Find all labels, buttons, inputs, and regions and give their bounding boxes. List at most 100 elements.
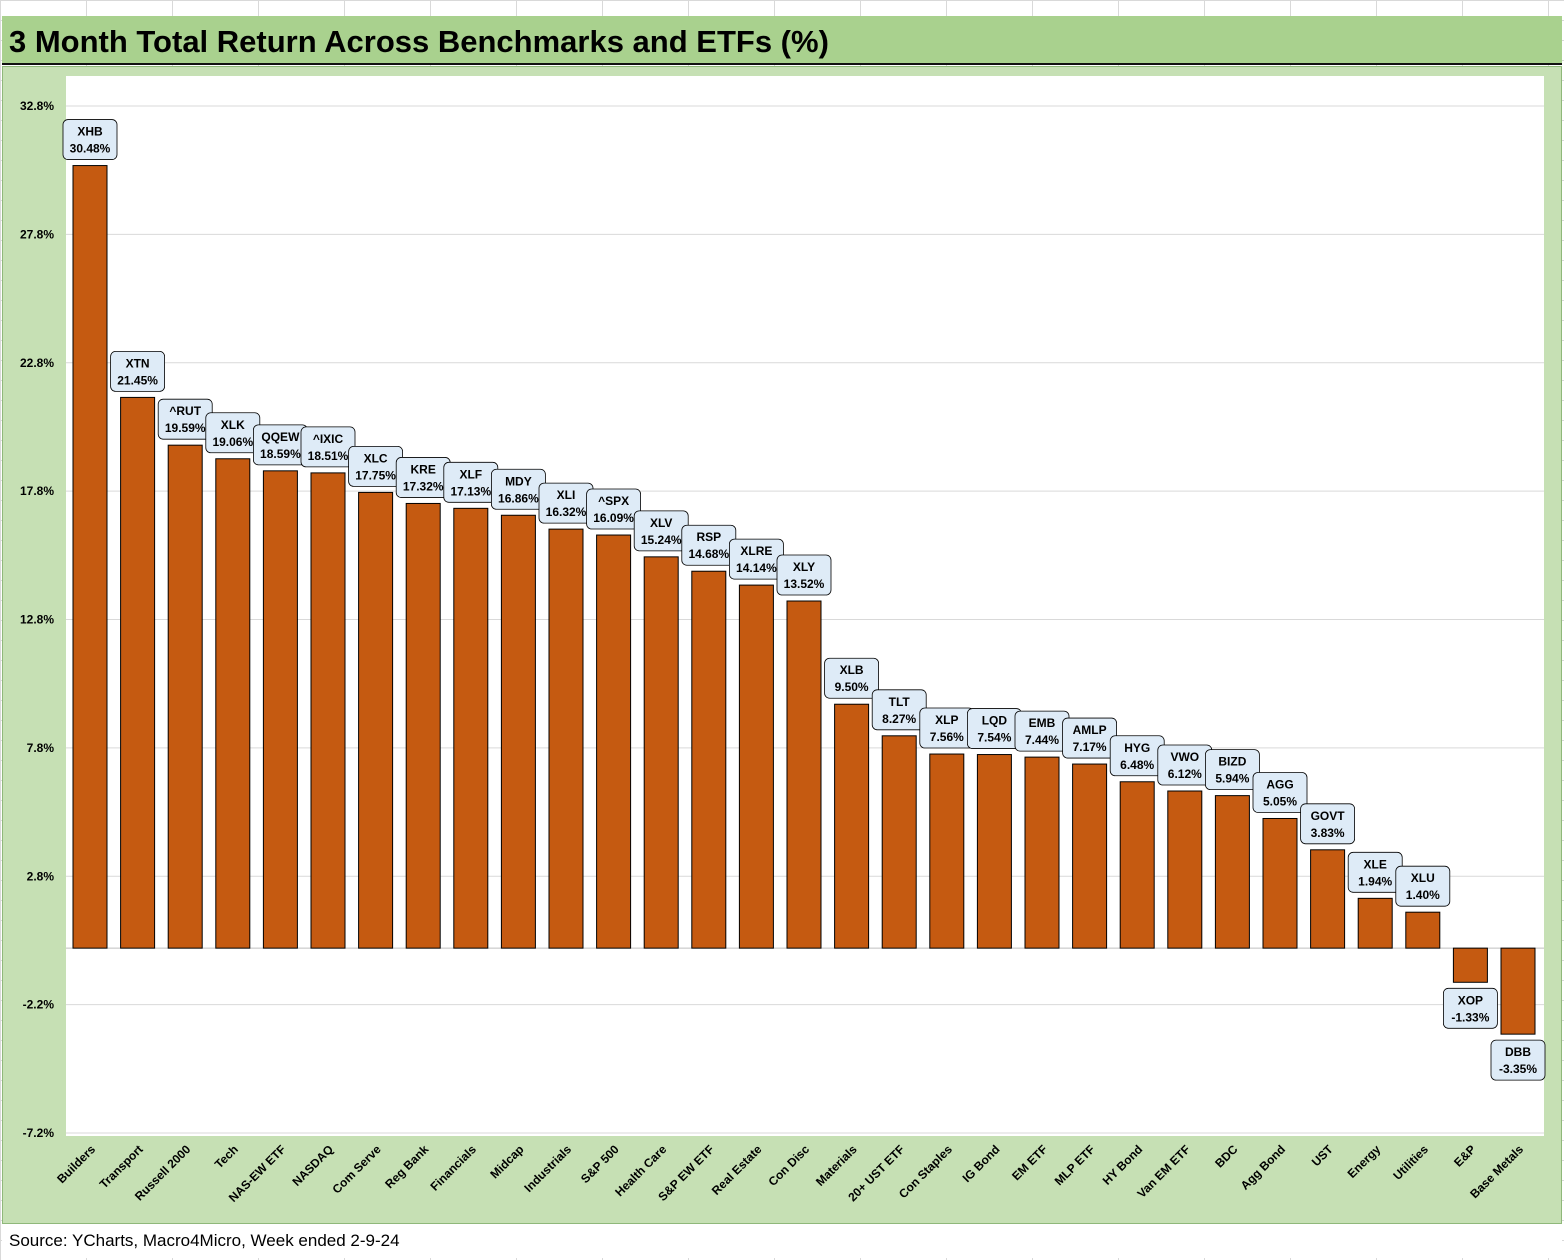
bar (1405, 911, 1441, 949)
data-label-box (824, 657, 879, 699)
x-category-label: Financials (428, 1142, 480, 1194)
data-label-value: 9.50% (835, 680, 869, 694)
bar (738, 584, 774, 949)
bar (1167, 790, 1203, 949)
x-category-label: Con Disc (765, 1142, 812, 1189)
x-category-label: Utilities (1390, 1142, 1431, 1183)
x-category-label: S&P 500 (578, 1142, 622, 1186)
x-category-label: BDC (1212, 1142, 1241, 1171)
data-label-ticker: XLE (1364, 857, 1387, 871)
data-label-ticker: XHB (77, 125, 103, 139)
bar (834, 703, 870, 949)
data-label-value: 5.94% (1215, 772, 1249, 786)
data-label-box (1490, 1039, 1546, 1081)
y-tick-label: 17.8% (20, 484, 54, 498)
bar (1214, 795, 1250, 949)
data-label-ticker: XLF (459, 467, 482, 481)
data-label-value: 3.83% (1311, 826, 1345, 840)
data-label-value: 17.32% (403, 479, 444, 493)
bar (262, 470, 298, 949)
data-label-ticker: XLY (793, 560, 815, 574)
data-label-ticker: XLB (840, 663, 864, 677)
data-label-box (1443, 987, 1498, 1029)
bar (72, 165, 108, 949)
x-category-label: UST (1309, 1142, 1336, 1169)
data-label-value: 1.94% (1358, 874, 1392, 888)
x-category-label: Reg Bank (382, 1142, 431, 1191)
data-label-value: 21.45% (117, 373, 158, 387)
x-category-label: Materials (813, 1142, 860, 1189)
data-label-value: 7.44% (1025, 733, 1059, 747)
bar (929, 753, 965, 949)
bar (310, 472, 346, 949)
data-label-box (1395, 865, 1451, 907)
bar (405, 502, 441, 949)
data-label-value: 6.12% (1168, 767, 1202, 781)
x-category-label: Midcap (487, 1142, 526, 1181)
data-label-ticker: BIZD (1218, 755, 1246, 769)
data-label-ticker: XLRE (740, 544, 772, 558)
bar (881, 735, 917, 949)
data-label-value: 19.06% (212, 435, 253, 449)
x-category-label: Energy (1345, 1142, 1384, 1181)
data-label-ticker: XLV (650, 516, 672, 530)
bar (643, 556, 679, 949)
x-category-label: NASDAQ (289, 1142, 336, 1189)
data-label-value: -3.35% (1499, 1062, 1537, 1076)
data-label-value: 7.17% (1073, 740, 1107, 754)
y-tick-label: 22.8% (20, 356, 54, 370)
y-tick-label: -7.2% (23, 1126, 55, 1140)
chart-title: 3 Month Total Return Across Benchmarks a… (9, 24, 829, 59)
data-label-ticker: AMLP (1073, 723, 1107, 737)
x-category-label: Builders (54, 1142, 98, 1186)
x-category-label: Agg Bond (1238, 1142, 1288, 1192)
data-label-value: 5.05% (1263, 794, 1297, 808)
data-label-ticker: XOP (1458, 993, 1483, 1007)
data-label-ticker: RSP (696, 530, 721, 544)
source-bar: Source: YCharts, Macro4Micro, Week ended… (2, 1224, 1562, 1258)
data-label-box (1252, 772, 1308, 813)
data-label-value: -1.33% (1451, 1010, 1489, 1024)
bar (500, 514, 536, 949)
x-category-label: IG Bond (960, 1142, 1003, 1185)
data-label-value: 19.59% (165, 421, 206, 435)
data-label-ticker: TLT (889, 695, 911, 709)
bar (1500, 947, 1536, 1035)
data-label-value: 15.24% (641, 533, 682, 547)
bar (1357, 897, 1393, 949)
x-category-label: Industrials (521, 1142, 574, 1195)
y-tick-label: 12.8% (20, 613, 54, 627)
y-tick-label: 2.8% (27, 869, 55, 883)
data-label-value: 17.75% (355, 468, 396, 482)
bar (1262, 817, 1298, 949)
bar (120, 396, 156, 949)
data-label-ticker: XTN (126, 356, 150, 370)
bar (691, 570, 727, 949)
data-label-value: 7.56% (930, 730, 964, 744)
data-label-value: 13.52% (784, 577, 825, 591)
data-label-value: 8.27% (882, 712, 916, 726)
x-category-label: Com Serve (329, 1142, 383, 1196)
data-label-ticker: ^RUT (169, 404, 201, 418)
bar (786, 600, 822, 949)
bar (1452, 947, 1488, 983)
bar (215, 458, 251, 949)
data-label-box (1300, 803, 1355, 845)
x-category-label: EM ETF (1009, 1142, 1050, 1183)
y-tick-label: -2.2% (23, 998, 55, 1012)
x-category-label: Transport (97, 1142, 146, 1191)
data-label-value: 17.13% (450, 484, 491, 498)
y-tick-label: 27.8% (20, 227, 54, 241)
bar (167, 444, 203, 949)
data-label-value: 30.48% (70, 142, 111, 156)
data-label-ticker: KRE (411, 462, 436, 476)
data-label-value: 14.68% (688, 547, 729, 561)
source-note: Source: YCharts, Macro4Micro, Week ended… (9, 1231, 400, 1250)
data-label-value: 1.40% (1406, 888, 1440, 902)
y-tick-label: 7.8% (27, 741, 55, 755)
bar (1072, 763, 1108, 949)
x-category-label: HY Bond (1100, 1142, 1146, 1188)
data-label-box (110, 351, 165, 392)
x-category-label: MLP ETF (1052, 1142, 1098, 1188)
y-tick-label: 32.8% (20, 99, 54, 113)
